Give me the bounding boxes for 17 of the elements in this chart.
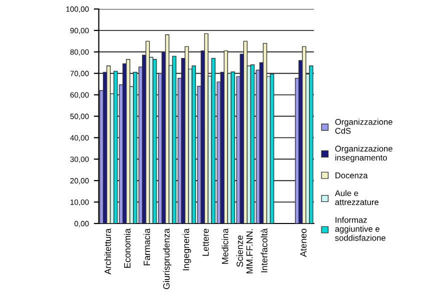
x-tick-label: Lettere: [202, 228, 209, 256]
legend-label: Organizzazione CdS: [335, 118, 392, 134]
legend-label: Informaz aggiuntive e soddisfazione: [335, 216, 386, 241]
legend-label: Docenza: [336, 172, 368, 178]
x-tick-label: Scienze MM.FF.NN.: [236, 229, 253, 274]
x-tick-label: Architettura: [104, 228, 111, 274]
x-tick-label: Farmacia: [143, 228, 150, 266]
x-tick-label: Interfacoltà: [260, 228, 268, 272]
legend-label: Organizzazione insegnamento: [335, 145, 392, 162]
bar: [270, 74, 274, 224]
bar: [309, 65, 314, 224]
x-tick-label: Economia: [124, 228, 131, 268]
x-tick-label: Ingegneria: [182, 228, 191, 270]
x-tick-label: Ateneo: [300, 228, 307, 257]
x-tick-label: Giurisprudenza: [163, 228, 172, 290]
legend-label: Aule e attrezzature: [334, 190, 378, 206]
x-tick-label: Medicina: [222, 228, 228, 264]
